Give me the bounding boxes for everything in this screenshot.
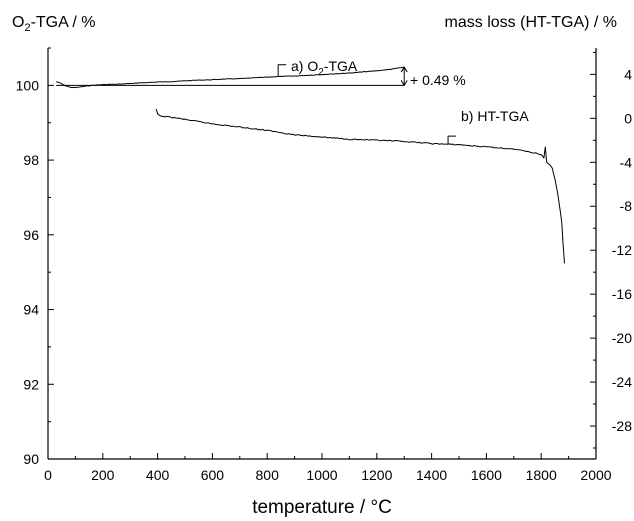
y-right-tick-label: -8 xyxy=(620,198,633,214)
x-tick-label: 1600 xyxy=(471,467,502,483)
y-right-tick-label: 0 xyxy=(624,110,632,126)
y-axis-right-title: mass loss (HT-TGA) / % xyxy=(445,14,617,31)
x-tick-label: 1000 xyxy=(306,467,337,483)
series-o2-tga-line xyxy=(56,66,405,89)
series-a-label-subscript: 2 xyxy=(318,67,324,78)
y-right-tick-label: 4 xyxy=(624,66,632,82)
x-tick-label: 2000 xyxy=(580,467,611,483)
x-tick-label: 1400 xyxy=(416,467,447,483)
y-axis-left-title: O2-TGA / % xyxy=(12,14,95,34)
series-a-label: a) O2-TGA xyxy=(291,58,358,78)
x-tick-label: 1200 xyxy=(361,467,392,483)
series-b-label: b) HT-TGA xyxy=(461,108,529,124)
x-tick-label: 1800 xyxy=(526,467,557,483)
y-left-tick-label: 94 xyxy=(23,302,39,318)
series-a-leader xyxy=(277,64,287,77)
series-ht-tga-line xyxy=(155,108,565,264)
y-right-tick-label: -28 xyxy=(612,418,632,434)
y-right-tick-label: -24 xyxy=(612,374,632,390)
mass-gain-arrowhead-bottom xyxy=(400,80,408,86)
y-left-tick-label: 96 xyxy=(23,227,39,243)
mass-gain-annotation: + 0.49 % xyxy=(410,72,466,88)
x-axis-title: temperature / °C xyxy=(252,497,392,518)
x-tick-label: 0 xyxy=(44,467,52,483)
y-axis-left-title-subscript: 2 xyxy=(24,22,30,34)
series-layer xyxy=(56,66,565,264)
mass-gain-arrowhead-top xyxy=(400,66,408,73)
y-left-tick-label: 100 xyxy=(16,77,40,93)
series-b-leader xyxy=(447,135,457,145)
y-left-tick-label: 92 xyxy=(23,376,39,392)
y-right-tick-label: -16 xyxy=(612,286,632,302)
callouts xyxy=(56,64,457,145)
y-left-tick-label: 90 xyxy=(23,451,39,467)
x-tick-label: 200 xyxy=(91,467,115,483)
x-tick-label: 800 xyxy=(256,467,280,483)
x-tick-label: 400 xyxy=(146,467,170,483)
y-left-tick-label: 98 xyxy=(23,152,39,168)
y-right-tick-label: -20 xyxy=(612,330,632,346)
x-tick-label: 600 xyxy=(201,467,225,483)
y-right-tick-label: -4 xyxy=(620,154,633,170)
y-right-tick-label: -12 xyxy=(612,242,632,258)
ticks: 0 200 400 600 800 1000 1200 1400 1600 1800 2000909… xyxy=(16,47,633,483)
